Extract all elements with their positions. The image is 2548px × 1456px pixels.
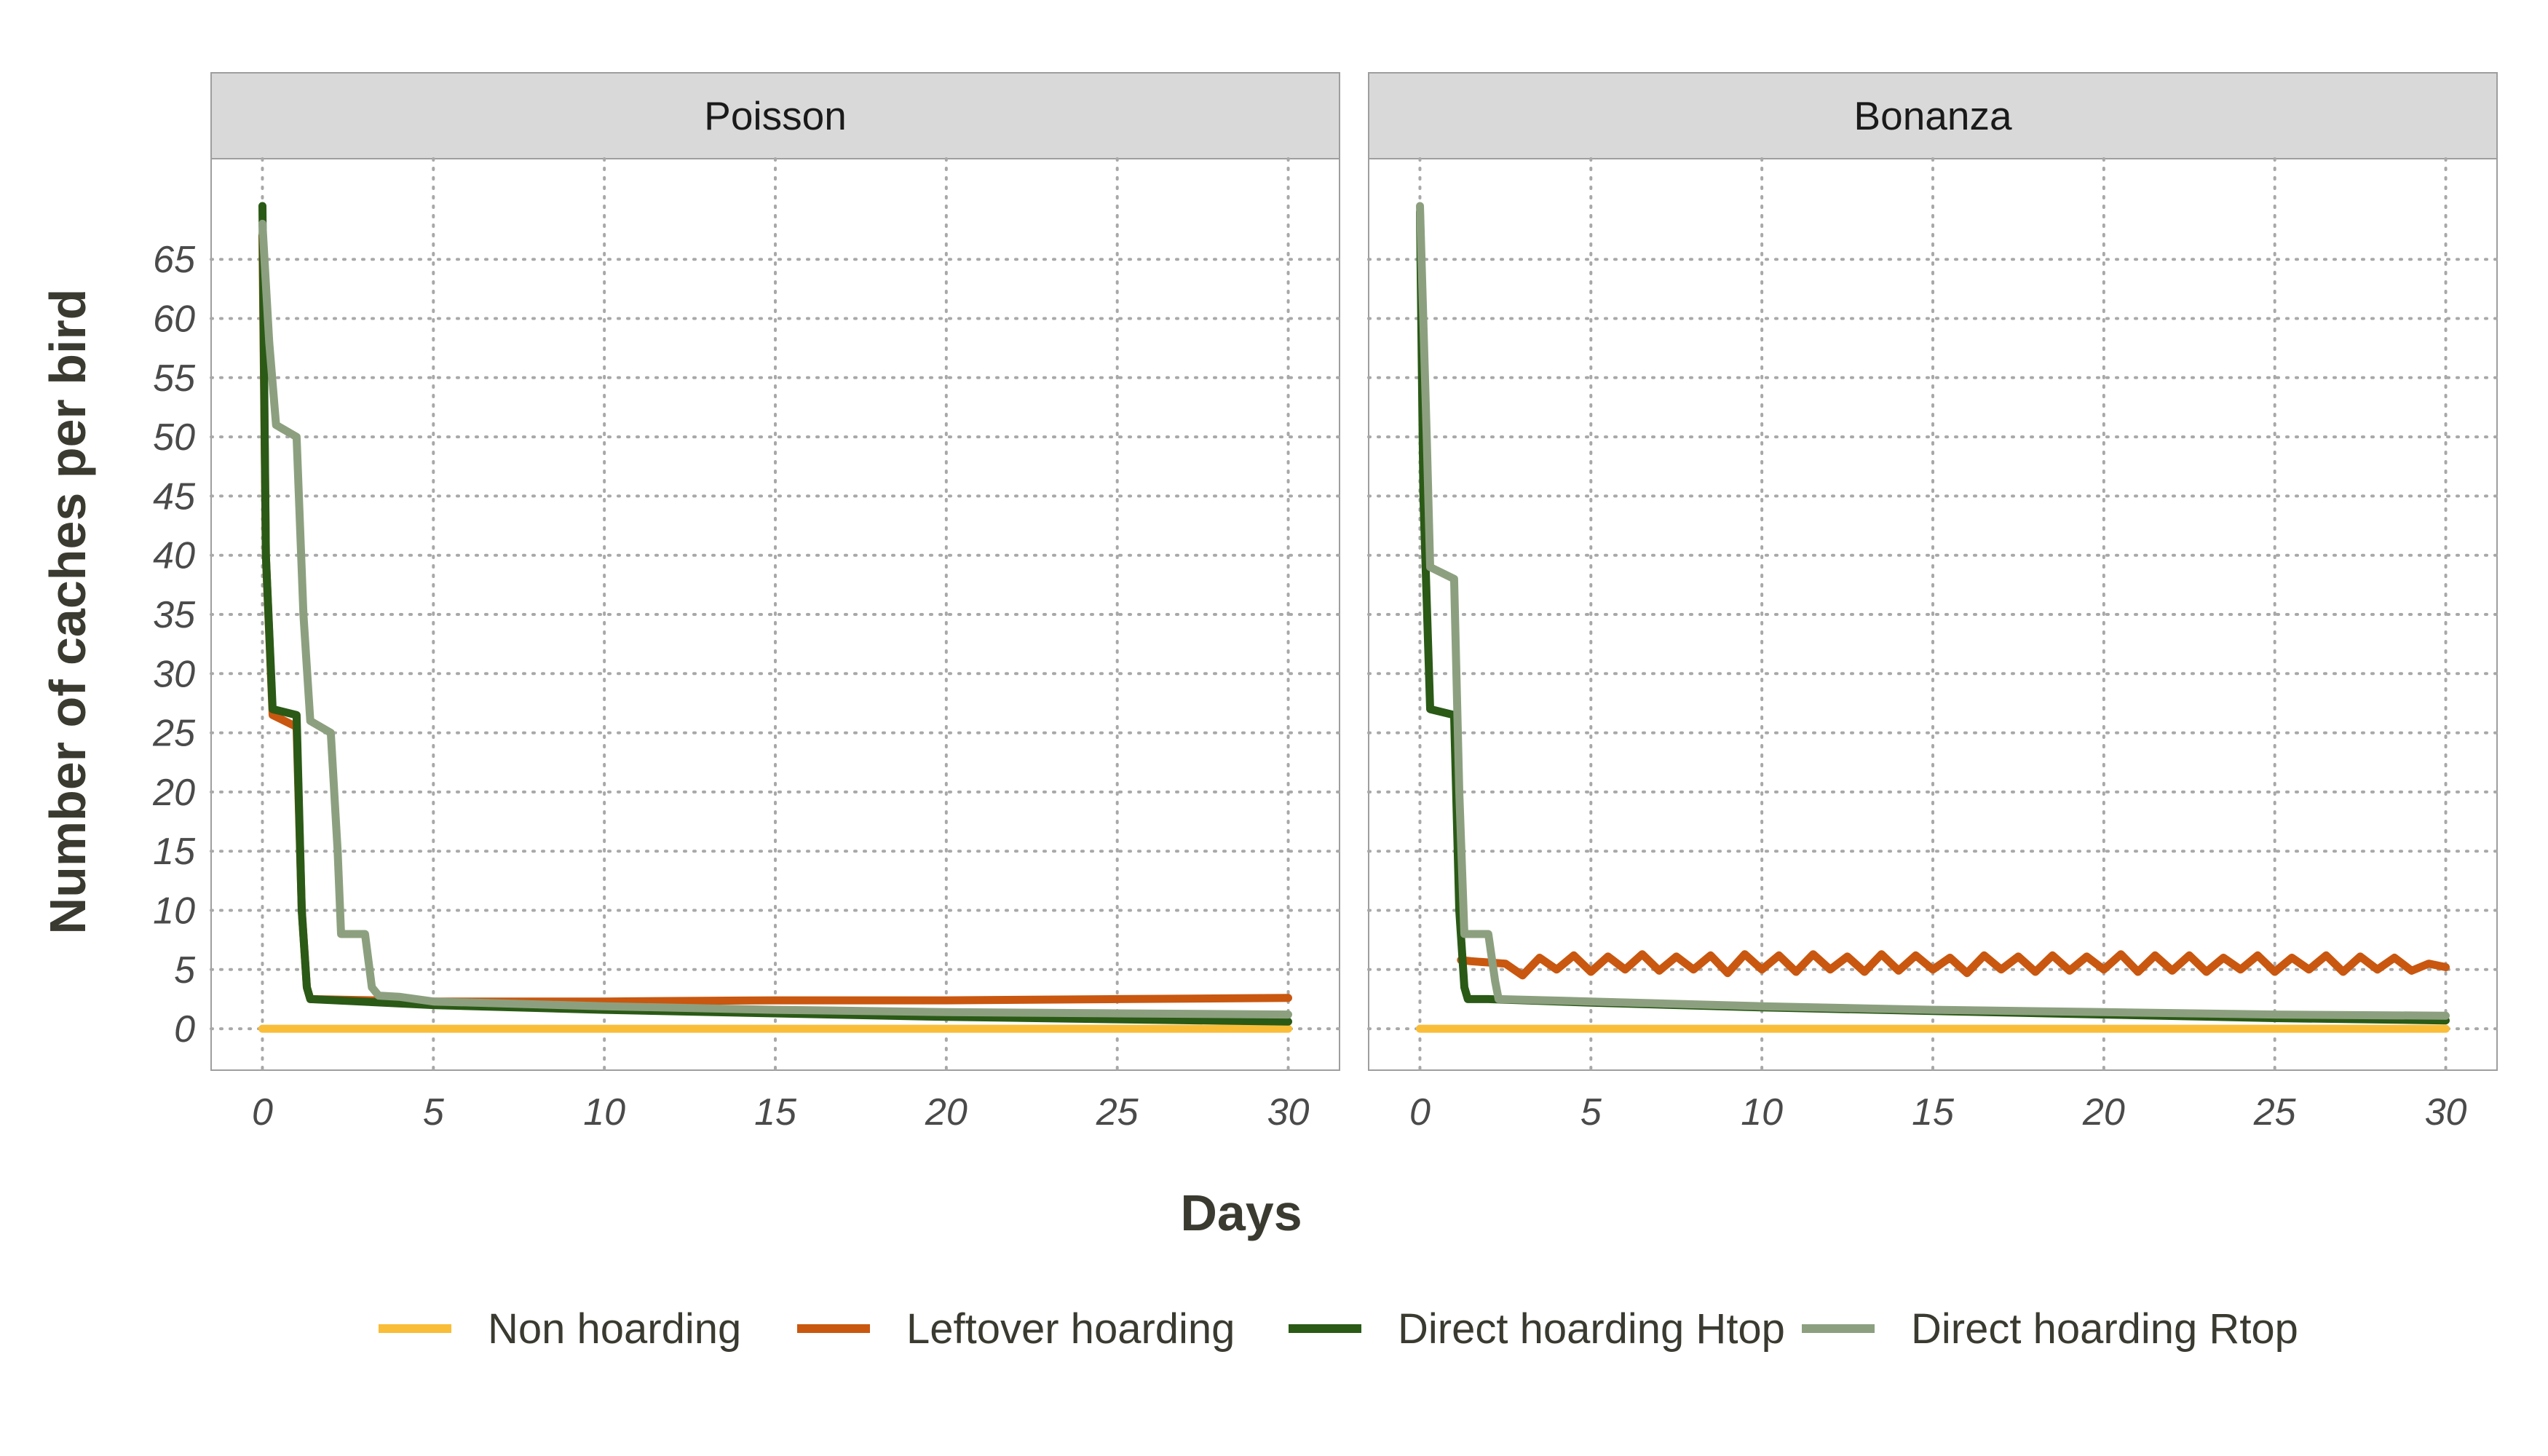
y-tick-label: 40 [153,535,195,577]
x-tick-label: 10 [583,1091,625,1133]
x-tick-label: 0 [1409,1091,1431,1133]
x-tick-label: 20 [2082,1091,2125,1133]
legend-label: Non hoarding [488,1305,741,1353]
x-axis-title: Days [1180,1184,1302,1241]
x-tick-label: 25 [1096,1091,1139,1133]
y-tick-label: 25 [152,713,196,755]
x-tick-label: 5 [1580,1091,1602,1133]
x-tick-label: 10 [1741,1091,1783,1133]
y-tick-label: 30 [153,653,195,695]
series-line-direct-hoarding-htop [258,202,1292,1026]
x-tick-label: 15 [1912,1091,1955,1133]
panel-poisson: Poisson 0 5 10 15 20 25 30 0 5 10 15 20 25 30 35 40 45 50 5… [152,72,1341,1133]
y-tick-label: 0 [174,1008,195,1051]
y-tick-label: 45 [153,475,196,518]
y-tick-label: 20 [152,772,195,814]
y-tick-label: 55 [153,357,196,400]
x-tick-label: 30 [1267,1091,1310,1133]
legend-item-leftover-hoarding: Leftover hoarding [797,1305,1235,1353]
panel-bonanza: Bonanza 0 5 10 15 20 25 30 [1367,72,2498,1133]
legend: Non hoarding Leftover hoarding Direct hoar… [379,1305,2298,1353]
y-axis-title: Number of caches per bird [39,289,96,935]
y-tick-label: 65 [153,239,196,281]
legend-item-non-hoarding: Non hoarding [379,1305,741,1353]
y-tick-label: 35 [153,594,196,636]
y-tick-label: 60 [153,298,195,341]
y-tick-label: 15 [153,831,196,873]
y-tick-label: 10 [153,890,195,932]
strip-label: Bonanza [1853,93,2012,138]
strip-header [210,72,1340,159]
x-tick-label: 20 [925,1091,968,1133]
series-line-direct-hoarding-rtop [258,219,1292,1019]
x-tick-label: 25 [2253,1091,2297,1133]
x-tick-label: 5 [423,1091,445,1133]
legend-label: Direct hoarding Htop [1398,1305,1785,1353]
strip-label: Poisson [704,93,847,138]
y-tick-label: 50 [153,416,195,459]
series-line-direct-hoarding-rtop [1416,202,2450,1020]
x-tick-label: 30 [2425,1091,2467,1133]
legend-label: Leftover hoarding [906,1305,1235,1353]
legend-item-direct-hoarding-rtop: Direct hoarding Rtop [1802,1305,2298,1353]
y-tick-label: 5 [174,949,196,992]
legend-label: Direct hoarding Rtop [1911,1305,2298,1353]
series-line-leftover-hoarding [1457,950,2450,980]
x-tick-label: 0 [252,1091,273,1133]
strip-header [1368,72,2498,159]
x-tick-label: 15 [754,1091,797,1133]
legend-item-direct-hoarding-htop: Direct hoarding Htop [1289,1305,1785,1353]
